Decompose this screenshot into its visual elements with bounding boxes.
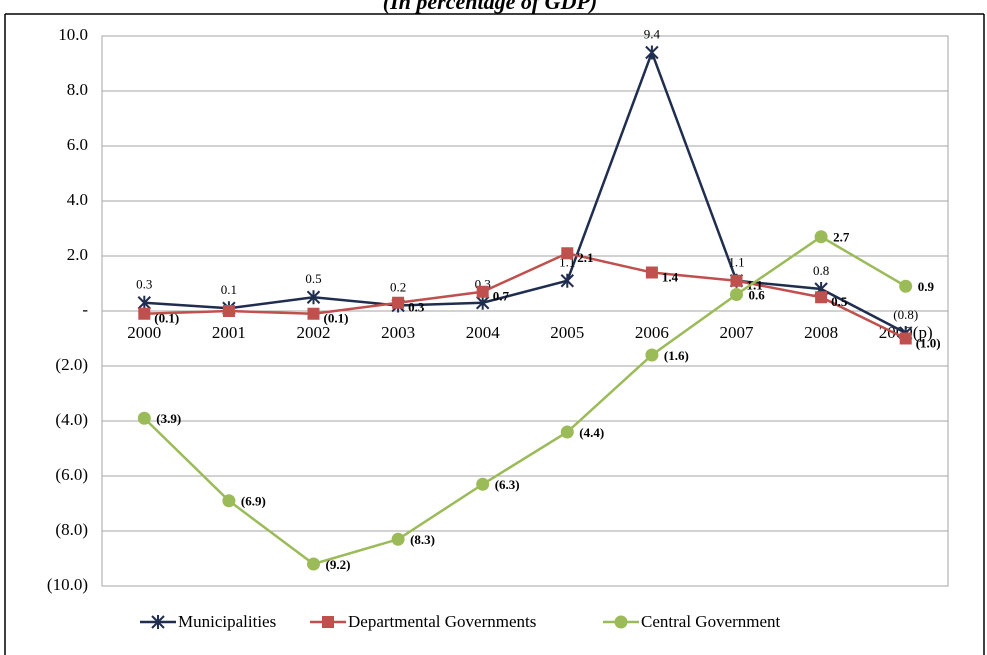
marker <box>899 332 912 345</box>
marker <box>730 274 743 287</box>
y-tick-label: 10.0 <box>58 25 88 44</box>
data-label: (3.9) <box>156 411 181 426</box>
y-tick-label: (10.0) <box>47 575 88 594</box>
y-tick-label: 8.0 <box>67 80 88 99</box>
y-tick-label: (8.0) <box>55 520 88 539</box>
data-label: 1.4 <box>662 269 679 284</box>
marker <box>306 290 321 305</box>
data-label: (4.4) <box>579 425 604 440</box>
series: (0.1) (0.1) 0.3 0.7 2.1 1.4 1.1 0.5 (1.0) <box>138 247 941 350</box>
legend-label: Departmental Governments <box>348 612 536 631</box>
data-label: 1.1 <box>747 278 763 293</box>
series-line <box>144 251 907 340</box>
data-label: 0.8 <box>813 263 829 278</box>
data-label: 0.6 <box>749 287 766 302</box>
legend-marker <box>614 615 628 629</box>
x-tick-label: 2001 <box>212 323 246 342</box>
data-label: 0.9 <box>918 279 935 294</box>
marker <box>730 288 743 301</box>
data-label: 2.1 <box>577 250 593 265</box>
marker <box>814 230 828 244</box>
marker <box>307 557 320 571</box>
data-label: 0.1 <box>221 282 237 297</box>
marker <box>138 307 151 320</box>
marker <box>560 425 574 439</box>
data-label: (6.9) <box>241 494 266 509</box>
title-bg <box>360 0 620 13</box>
y-tick-label: (4.0) <box>55 410 88 429</box>
marker <box>899 279 913 293</box>
data-label: 1.1 <box>728 255 744 270</box>
x-tick-label: 2003 <box>381 323 415 342</box>
marker <box>476 477 490 491</box>
x-tick-label: 2006 <box>635 323 669 342</box>
y-tick-label: (2.0) <box>55 355 88 374</box>
marker <box>391 532 405 546</box>
marker <box>137 295 152 310</box>
y-tick-label: 2.0 <box>67 245 88 264</box>
y-tick-label: 4.0 <box>67 190 88 209</box>
x-tick-label: 2004 <box>466 323 501 342</box>
data-label: (1.0) <box>916 335 941 350</box>
series-line <box>143 235 907 566</box>
y-tick-label: (6.0) <box>55 465 88 484</box>
legend-marker <box>322 616 334 628</box>
data-label: (0.1) <box>154 311 179 326</box>
y-tick-label: 6.0 <box>67 135 88 154</box>
x-tick-label: 2000 <box>127 323 161 342</box>
data-label: (9.2) <box>326 557 351 572</box>
series-line <box>144 48 907 335</box>
legend-marker <box>151 615 165 629</box>
marker <box>222 494 236 508</box>
data-label: (0.1) <box>324 311 349 326</box>
marker <box>307 307 320 320</box>
x-tick-label: 2008 <box>804 323 838 342</box>
data-label: 0.2 <box>390 279 406 294</box>
data-label: 0.5 <box>305 271 321 286</box>
series: (3.9) (6.9) (9.2) (8.3) (6.3) (4.4) (1.6) 0.6 2.… <box>137 230 935 572</box>
x-tick-label: 2002 <box>297 323 331 342</box>
marker <box>476 285 489 298</box>
chart-subtitle: (In percentage of GDP) <box>383 0 597 14</box>
data-label: 0.3 <box>408 300 425 315</box>
marker <box>815 291 828 304</box>
marker <box>645 266 658 279</box>
legend-label: Municipalities <box>178 612 276 631</box>
data-label: 0.5 <box>831 294 848 309</box>
data-label: (0.8) <box>893 307 918 322</box>
data-label: (6.3) <box>495 477 520 492</box>
x-tick-label: 2005 <box>550 323 584 342</box>
x-tick-label: 2007 <box>720 323 755 342</box>
marker <box>561 247 574 260</box>
data-label: 9.4 <box>644 26 661 41</box>
y-tick-label: - <box>82 300 88 319</box>
data-label: (1.6) <box>664 348 689 363</box>
marker <box>137 411 151 425</box>
data-label: 0.3 <box>136 277 152 292</box>
marker <box>645 45 659 60</box>
marker <box>475 295 490 310</box>
legend-label: Central Government <box>641 612 781 631</box>
data-label: 0.7 <box>493 289 510 304</box>
marker <box>392 296 405 309</box>
marker <box>560 273 575 288</box>
data-label: 2.7 <box>833 230 850 245</box>
data-label: (8.3) <box>410 532 435 547</box>
marker <box>222 305 235 317</box>
marker <box>645 348 659 362</box>
